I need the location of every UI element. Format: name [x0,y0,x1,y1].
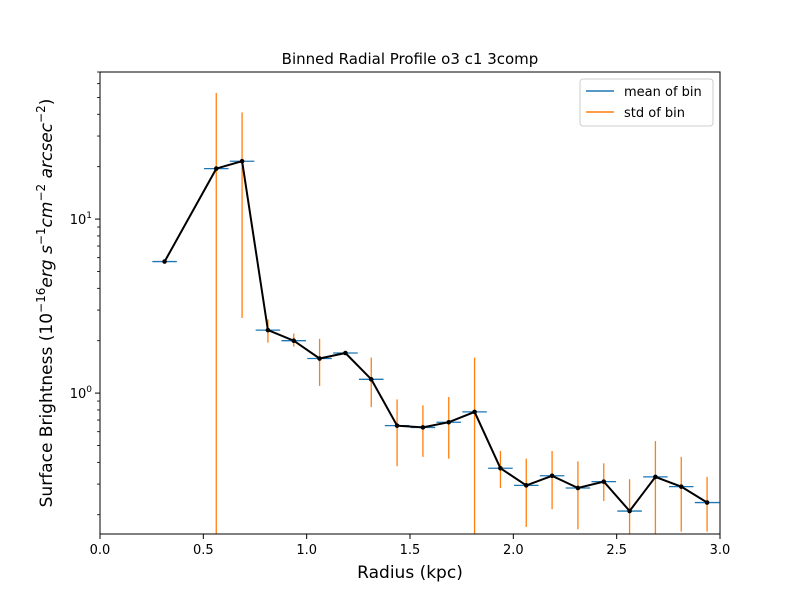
y-unit-cm: cm [37,202,57,228]
data-point-14 [549,473,555,479]
x-tick-label-2: 1.0 [296,543,317,558]
y-label-prefix: Surface Brightness ( [37,335,57,508]
y-unit-exp: −16 [34,288,48,313]
x-tick-label-3: 1.5 [400,543,421,558]
data-point-4 [291,338,297,344]
data-point-5 [317,356,322,361]
chart-title: Binned Radial Profile o3 c1 3comp [282,50,539,68]
x-tick-label-1: 0.5 [193,543,214,558]
data-point-0 [162,259,167,264]
plot-area [152,93,720,534]
data-point-8 [394,423,400,428]
x-axis-label: Radius (kpc) [357,563,463,583]
data-point-2 [239,158,245,164]
legend: mean of bin std of bin [579,78,714,127]
x-tick-label-0: 0.0 [90,543,111,558]
data-point-3 [265,327,271,333]
data-point-13 [523,483,529,488]
y-tick-label-0: 100 [70,385,93,402]
data-point-7 [368,377,374,382]
x-tick-label-4: 2.0 [503,543,524,558]
data-point-9 [420,425,426,430]
data-point-10 [446,419,452,425]
y-unit-arc: arcsec [37,122,57,183]
data-point-12 [498,465,503,471]
y-axis-ticks: 100 101 [70,71,100,516]
legend-std-label: std of bin [624,106,685,121]
y-unit-base: 10 [37,313,57,335]
data-point-17 [627,508,632,514]
x-tick-label-5: 2.5 [606,543,627,558]
y-unit-rest: erg s [37,245,57,288]
data-point-15 [575,485,581,491]
profile-points [162,158,710,514]
data-point-11 [472,409,477,415]
data-point-20 [704,500,710,505]
y-tick-label-1: 101 [70,211,92,228]
y-unit-s-exp: −1 [34,227,48,245]
data-point-16 [601,479,607,484]
x-tick-label-6: 3.0 [710,543,731,558]
y-axis-label: Surface Brightness (10−16erg s−1cm−2 arc… [34,99,57,508]
y-unit-arc-exp: −2 [34,105,48,123]
data-point-1 [213,166,219,171]
data-point-6 [343,350,348,356]
y-label-suffix: ) [37,99,57,106]
y-unit-cm-exp: −2 [34,184,48,202]
legend-mean-label: mean of bin [624,85,702,100]
data-point-19 [678,484,684,489]
x-axis-ticks: 0.0 0.5 1.0 1.5 2.0 2.5 3.0 [90,534,731,558]
data-point-18 [653,474,658,480]
